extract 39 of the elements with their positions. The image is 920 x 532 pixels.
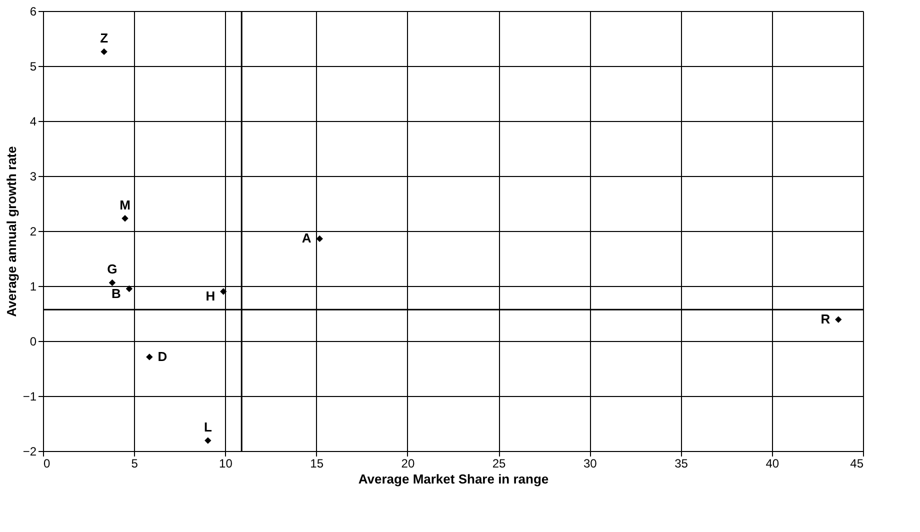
y-tick-label: 3 <box>30 170 37 184</box>
y-tick-label: 1 <box>30 280 37 294</box>
annotation: B <box>111 286 121 301</box>
y-tick-label: −1 <box>22 390 37 404</box>
annotation: L <box>204 420 212 435</box>
y-tick-label: 0 <box>30 334 37 348</box>
x-tick-label: 35 <box>674 456 688 470</box>
y-tick-label: 4 <box>30 114 37 128</box>
point <box>108 279 116 286</box>
annotation: H <box>206 288 216 304</box>
x-tick-label: 0 <box>44 456 50 470</box>
x-tick-label: 20 <box>401 456 415 470</box>
y-tick-label: 2 <box>30 224 37 238</box>
annotation: Z <box>100 30 108 46</box>
point <box>204 437 212 444</box>
annotation: R <box>820 312 831 327</box>
point <box>220 288 227 295</box>
x-tick-label: 5 <box>131 456 138 470</box>
annotation: D <box>158 348 168 364</box>
x-tick-label: 40 <box>766 456 780 470</box>
y-axis-title: Average annual growth rate <box>4 146 19 317</box>
x-tick-label: 15 <box>310 456 324 470</box>
point <box>835 316 842 323</box>
x-tick-label: 25 <box>492 456 506 470</box>
point <box>316 235 323 242</box>
x-tick-label: 30 <box>583 456 598 470</box>
x-tick-label: 45 <box>850 456 864 470</box>
point <box>100 48 108 56</box>
annotation: G <box>107 262 118 277</box>
y-tick-label: −2 <box>22 444 37 458</box>
x-axis-title: Average Market Share in range <box>358 472 549 486</box>
y-tick-label: 6 <box>30 4 37 18</box>
point <box>146 354 153 360</box>
point <box>122 214 128 222</box>
annotation: M <box>120 197 130 212</box>
y-tick-label: 5 <box>30 60 37 74</box>
point <box>126 285 133 292</box>
x-tick-label: 10 <box>219 456 233 470</box>
annotation: A <box>302 230 312 246</box>
